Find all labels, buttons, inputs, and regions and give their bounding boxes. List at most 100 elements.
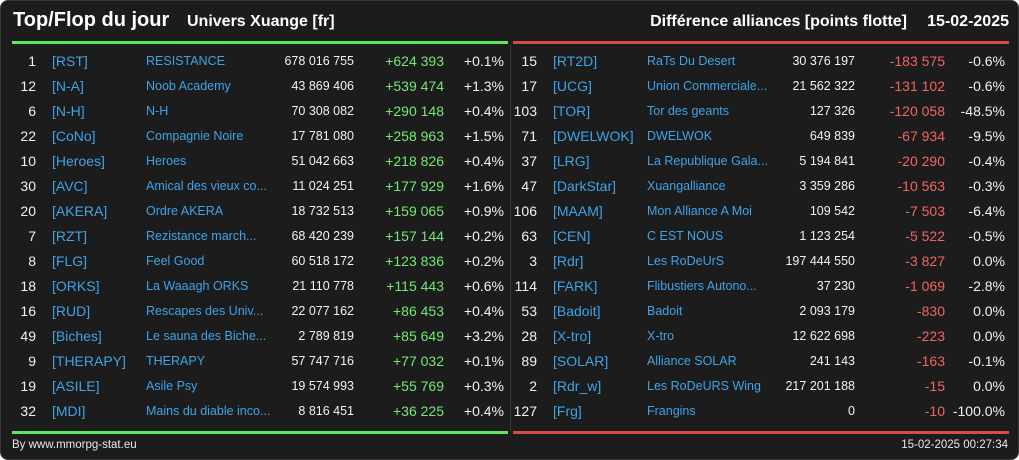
alliance-name-link[interactable]: Les RoDeURS Wing [647, 379, 761, 393]
points-difference: -67 934 [897, 128, 945, 144]
alliance-name-link[interactable]: Compagnie Noire [146, 129, 244, 143]
alliance-tag-link[interactable]: [AVC] [52, 178, 88, 194]
alliance-name-link[interactable]: Ordre AKERA [146, 204, 224, 218]
percent-change: +0.2% [463, 253, 504, 269]
flop-table-row: 2 [Rdr_w] Les RoDeURS Wing 217 201 188 -15 0.… [513, 374, 1009, 399]
alliance-tag-link[interactable]: [Rdr_w] [553, 378, 602, 394]
alliance-name-link[interactable]: N-H [146, 104, 169, 118]
alliance-name-link[interactable]: RaTs Du Desert [647, 54, 736, 68]
alliance-tag-link[interactable]: [RZT] [52, 228, 87, 244]
alliance-tag-link[interactable]: [N-H] [52, 103, 85, 119]
alliance-name-link[interactable]: Frangins [647, 404, 696, 418]
generated-timestamp: 15-02-2025 00:27:34 [901, 439, 1008, 451]
alliance-name-link[interactable]: Union Commerciale... [647, 79, 768, 93]
alliance-name-link[interactable]: La Waaagh ORKS [146, 279, 249, 293]
alliance-tag-link[interactable]: [Heroes] [52, 153, 105, 169]
percent-change: +0.6% [463, 278, 504, 294]
alliance-name-link[interactable]: Alliance SOLAR [647, 354, 737, 368]
percent-change: -100.0% [952, 403, 1005, 419]
points-difference: -20 290 [897, 153, 945, 169]
alliance-tag-link[interactable]: [Frg] [553, 403, 582, 419]
alliance-rank: 47 [521, 178, 537, 194]
alliance-name-link[interactable]: RESISTANCE [146, 54, 225, 68]
alliance-points: 12 622 698 [792, 329, 855, 343]
alliance-tag-link[interactable]: [CoNo] [52, 128, 96, 144]
points-difference: +258 963 [385, 128, 444, 144]
alliance-tag-link[interactable]: [FARK] [553, 278, 598, 294]
alliance-points: 2 789 819 [298, 329, 354, 343]
alliance-points: 19 574 993 [291, 379, 354, 393]
alliance-name-link[interactable]: Asile Psy [146, 379, 198, 393]
alliance-name-link[interactable]: X-tro [647, 329, 675, 343]
alliance-name-link[interactable]: C EST NOUS [647, 229, 724, 243]
percent-change: +0.2% [463, 228, 504, 244]
alliance-tag-link[interactable]: [MDI] [52, 403, 86, 419]
percent-change: +1.5% [463, 128, 504, 144]
alliance-tag-link[interactable]: [ORKS] [52, 278, 100, 294]
points-difference: -15 [924, 378, 945, 394]
percent-change: -0.6% [968, 78, 1005, 94]
alliance-tag-link[interactable]: [THERAPY] [52, 353, 126, 369]
alliance-tag-link[interactable]: [RT2D] [553, 53, 598, 69]
alliance-name-link[interactable]: Mains du diable inco... [146, 404, 271, 418]
alliance-tag-link[interactable]: [FLG] [52, 253, 88, 269]
alliance-name-link[interactable]: Les RoDeUrS [647, 254, 725, 268]
alliance-tag-link[interactable]: [ASILE] [52, 378, 100, 394]
alliance-rank: 18 [20, 278, 36, 294]
alliance-name-link[interactable]: DWELWOK [647, 129, 713, 143]
alliance-points: 30 376 197 [792, 54, 855, 68]
alliance-rank: 49 [20, 328, 36, 344]
alliance-name-link[interactable]: Tor des geants [647, 104, 729, 118]
alliance-name-link[interactable]: Rezistance march... [146, 229, 257, 243]
alliance-name-link[interactable]: Rescapes des Univ... [146, 304, 264, 318]
alliance-name-link[interactable]: Amical des vieux co... [146, 179, 267, 193]
alliance-name-link[interactable]: Mon Alliance A Moi [647, 204, 752, 218]
page-title: Top/Flop du jour [13, 9, 170, 31]
alliance-name-link[interactable]: Badoit [647, 304, 683, 318]
alliance-points: 11 024 251 [292, 179, 354, 193]
alliance-rank: 71 [521, 128, 537, 144]
alliance-tag-link[interactable]: [Biches] [52, 328, 102, 344]
alliance-name-link[interactable]: Heroes [146, 154, 187, 168]
alliance-tag-link[interactable]: [N-A] [52, 78, 84, 94]
percent-change: 0.0% [973, 303, 1005, 319]
points-difference: +157 144 [385, 228, 444, 244]
points-difference: +36 225 [393, 403, 444, 419]
alliance-name-link[interactable]: Xuangalliance [647, 179, 726, 193]
alliance-tag-link[interactable]: [AKERA] [52, 203, 108, 219]
alliance-tag-link[interactable]: [RUD] [52, 303, 91, 319]
flop-table-row: 127 [Frg] Frangins 0 -10 -100.0% [513, 399, 1009, 424]
ranking-subtitle: Différence alliances [points flotte] [650, 13, 907, 30]
alliance-rank: 9 [28, 353, 36, 369]
alliance-name-link[interactable]: La Republique Gala... [647, 154, 768, 168]
alliance-tag-link[interactable]: [X-tro] [553, 328, 592, 344]
alliance-name-link[interactable]: Noob Academy [146, 79, 231, 93]
alliance-tag-link[interactable]: [Rdr] [553, 253, 584, 269]
alliance-rank: 1 [28, 53, 36, 69]
alliance-name-link[interactable]: Feel Good [146, 254, 205, 268]
alliance-tag-link[interactable]: [DarkStar] [553, 178, 617, 194]
points-difference: -120 058 [889, 103, 945, 119]
alliance-name-link[interactable]: Le sauna des Biche... [146, 329, 267, 343]
alliance-rank: 53 [521, 303, 537, 319]
alliance-tag-link[interactable]: [DWELWOK] [553, 128, 634, 144]
alliance-tag-link[interactable]: [SOLAR] [553, 353, 609, 369]
flop-table-row: 53 [Badoit] Badoit 2 093 179 -830 0.0% [513, 299, 1009, 324]
alliance-tag-link[interactable]: [RST] [52, 53, 88, 69]
alliance-tag-link[interactable]: [TOR] [553, 103, 591, 119]
alliance-tag-link[interactable]: [UCG] [553, 78, 592, 94]
alliance-tag-link[interactable]: [CEN] [553, 228, 591, 244]
alliance-rank: 32 [20, 403, 36, 419]
alliance-tag-link[interactable]: [Badoit] [553, 303, 601, 319]
alliance-points: 51 042 663 [291, 154, 354, 168]
alliance-tag-link[interactable]: [MAAM] [553, 203, 603, 219]
top-table-row: 7 [RZT] Rezistance march... 68 420 239 +157 … [12, 224, 508, 249]
flop-table-row: 63 [CEN] C EST NOUS 1 123 254 -5 522 -0.5% [513, 224, 1009, 249]
alliance-points: 17 781 080 [291, 129, 354, 143]
alliance-points: 37 230 [816, 279, 855, 293]
flop-table-row: 71 [DWELWOK] DWELWOK 649 839 -67 934 -9.5% [513, 124, 1009, 149]
top-losers-panel: 15 [RT2D] RaTs Du Desert 30 376 197 -183 575… [513, 49, 1009, 424]
alliance-name-link[interactable]: THERAPY [146, 354, 206, 368]
alliance-name-link[interactable]: Flibustiers Autono... [647, 279, 757, 293]
alliance-tag-link[interactable]: [LRG] [553, 153, 590, 169]
